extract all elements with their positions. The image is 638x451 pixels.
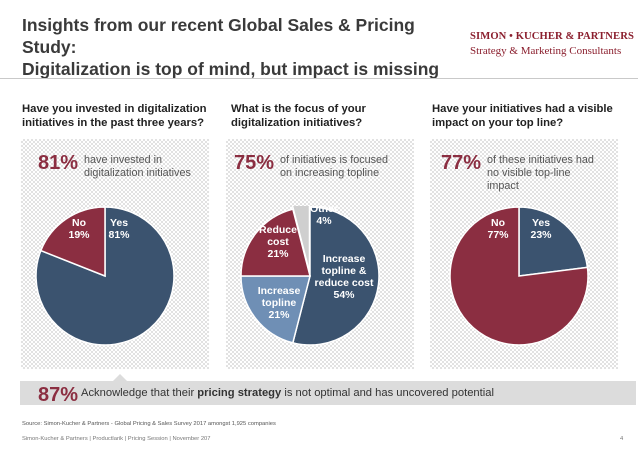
pie-slice-reduce-cost <box>240 208 311 277</box>
stat-3-text: of these initiatives had no visible top-… <box>487 154 594 192</box>
pie-slice-yes <box>35 206 175 346</box>
pie-slice-increase-topline <box>240 275 311 344</box>
logo-name: SIMON • KUCHER & PARTNERS <box>470 31 634 42</box>
title-line-1: Insights from our recent Global Sales & … <box>22 15 415 57</box>
question-2: What is the focus of your digitalization… <box>231 103 366 129</box>
pie-slice-yes <box>518 206 589 277</box>
title-line-2: Digitalization is top of mind, but impac… <box>22 59 440 79</box>
pie-label-reduce-cost: Reduce cost 21% <box>259 224 297 260</box>
pie-label-yes: Yes 81% <box>108 217 130 241</box>
stat-2-text: of initiatives is focused on increasing … <box>280 154 389 179</box>
stat-3-value: 77% <box>441 152 482 174</box>
pie-label-increase-topline-reduce-cost: Increase topline & reduce cost 54% <box>315 253 374 301</box>
source-note: Source: Simon-Kucher & Partners - Global… <box>22 421 276 427</box>
pie-slice-increase-topline-reduce-cost <box>291 206 380 346</box>
stat-1-text: have invested in digitalization initiati… <box>84 154 191 179</box>
logo-tagline: Strategy & Marketing Consultants <box>470 45 622 57</box>
pie-chart-1: Yes 81% No 19% <box>35 206 175 346</box>
pie-chart-3: Yes 23% No 77% <box>449 206 589 346</box>
summary-text: Acknowledge that their pricing strategy … <box>81 387 494 399</box>
pie-label-increase-topline: Increase topline 21% <box>258 285 301 321</box>
summary-text-before: Acknowledge that their <box>81 387 198 399</box>
summary-text-after: is not optimal and has uncovered potenti… <box>281 387 494 399</box>
pie-slice-other <box>291 206 311 273</box>
page-title: Insights from our recent Global Sales & … <box>22 14 442 80</box>
summary-bar <box>20 381 636 405</box>
question-3: Have your initiatives had a visible impa… <box>432 103 613 129</box>
pie-label-no: No 19% <box>68 217 90 241</box>
pie-label-other: Other 4% <box>310 206 338 227</box>
question-1: Have you invested in digitalization init… <box>22 103 207 129</box>
pie-slice-no <box>449 206 589 346</box>
stat-3: 77% of these initiatives had no visible … <box>441 152 605 193</box>
footer-text: Simon-Kucher & Partners | Productlarik |… <box>22 436 211 442</box>
summary-text-bold: pricing strategy <box>197 387 282 399</box>
header-divider <box>0 78 638 79</box>
pie-slice-no <box>39 206 106 278</box>
stat-2: 75% of initiatives is focused on increas… <box>234 152 398 180</box>
page-number: 4 <box>620 436 624 442</box>
stat-1-value: 81% <box>38 152 79 174</box>
stat-2-value: 75% <box>234 152 275 174</box>
company-logo: SIMON • KUCHER & PARTNERS Strategy & Mar… <box>470 31 634 57</box>
pie-chart-2: Increase topline & reduce cost 54% Increase t… <box>240 206 380 346</box>
summary-value: 87% <box>38 384 79 406</box>
pie-label-no: No 77% <box>487 217 509 241</box>
stat-1: 81% have invested in digitalization init… <box>38 152 202 180</box>
pie-label-yes: Yes 23% <box>530 217 552 241</box>
summary-pointer <box>112 374 128 382</box>
